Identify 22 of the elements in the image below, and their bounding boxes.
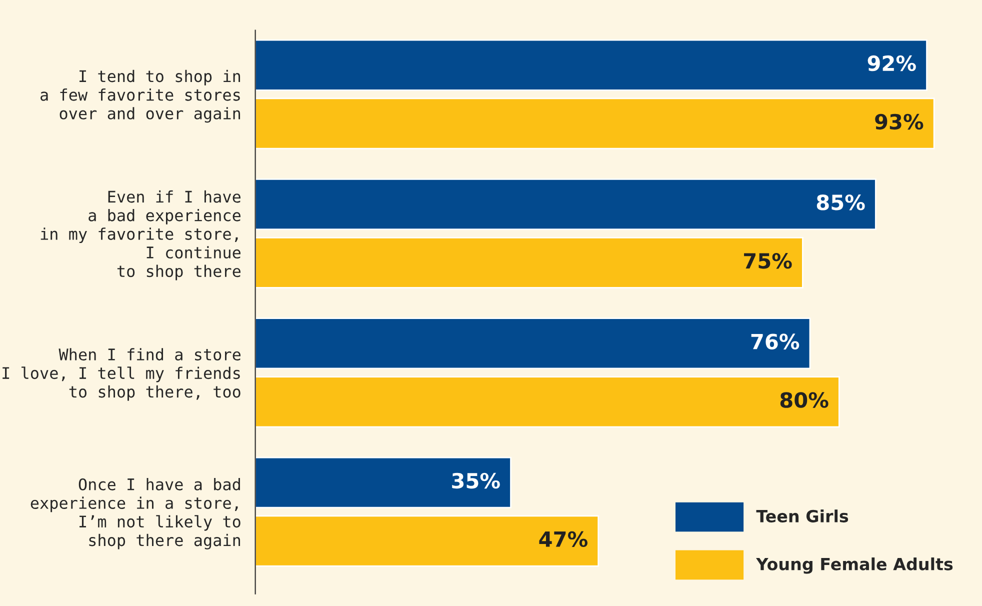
bar: [255, 98, 935, 150]
data-label: 76%: [751, 334, 800, 350]
data-label: 93%: [875, 114, 924, 130]
data-label: 85%: [816, 194, 865, 210]
data-label: 75%: [744, 252, 792, 269]
y-tick-label: I tend to shop in a few favorite stores over and over again: [40, 70, 240, 123]
bar: [255, 456, 512, 508]
bar: [255, 178, 876, 230]
legend-label: Teen Girls: [756, 510, 848, 522]
bar: [255, 236, 804, 288]
data-label: 92%: [868, 55, 916, 72]
bar: [255, 376, 840, 428]
data-label: 47%: [539, 531, 588, 548]
y-tick-label: Even if I have a bad experience in my favorite store, I continue to shop there: [40, 190, 240, 280]
bar: [255, 318, 811, 370]
bar: [255, 515, 600, 567]
data-label: 80%: [780, 392, 828, 408]
data-label: 35%: [452, 472, 500, 489]
y-tick-label: Once I have a bad experience in a store, I’m not likely to shop there again: [30, 478, 240, 550]
bar: [255, 39, 928, 91]
y-tick-label: When I find a store I love, I tell my friends to shop there, too: [2, 348, 240, 401]
legend-label: Young Female Adults: [756, 557, 953, 574]
